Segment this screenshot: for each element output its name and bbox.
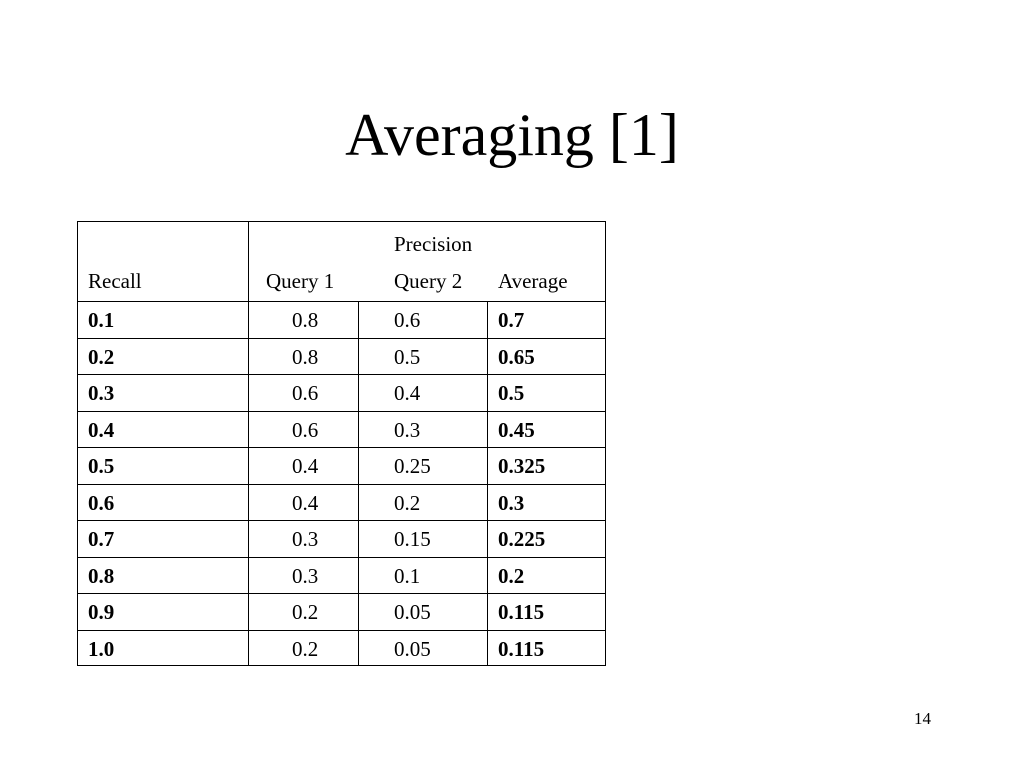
query-1-cell: 0.2 <box>292 637 319 661</box>
column-divider-recall <box>248 222 249 665</box>
query-2-cell: 0.6 <box>394 308 421 332</box>
row-divider <box>78 338 605 339</box>
header-query-2: Query 2 <box>394 269 463 293</box>
average-cell: 0.115 <box>498 600 545 624</box>
query-2-cell: 0.3 <box>394 418 421 442</box>
recall-cell: 1.0 <box>88 637 115 661</box>
precision-table: Precision Recall Query 1 Query 2 Average… <box>77 221 606 666</box>
average-cell: 0.7 <box>498 308 525 332</box>
average-cell: 0.325 <box>498 454 546 478</box>
query-1-cell: 0.6 <box>292 381 319 405</box>
recall-cell: 0.5 <box>88 454 115 478</box>
row-divider <box>78 411 605 412</box>
page-number: 14 <box>914 709 931 728</box>
recall-cell: 0.7 <box>88 527 115 551</box>
query-2-cell: 0.4 <box>394 381 421 405</box>
average-cell: 0.45 <box>498 418 535 442</box>
header-query-1: Query 1 <box>266 269 335 293</box>
query-2-cell: 0.15 <box>394 527 431 551</box>
query-1-cell: 0.8 <box>292 345 319 369</box>
query-1-cell: 0.3 <box>292 564 319 588</box>
query-2-cell: 0.25 <box>394 454 431 478</box>
recall-cell: 0.4 <box>88 418 115 442</box>
query-2-cell: 0.1 <box>394 564 421 588</box>
query-2-cell: 0.05 <box>394 637 431 661</box>
precision-group-header: Precision <box>394 232 473 256</box>
column-divider-query1 <box>358 301 359 665</box>
row-divider <box>78 301 605 302</box>
query-1-cell: 0.2 <box>292 600 319 624</box>
query-1-cell: 0.3 <box>292 527 319 551</box>
recall-cell: 0.6 <box>88 491 115 515</box>
row-divider <box>78 557 605 558</box>
row-divider <box>78 593 605 594</box>
recall-cell: 0.9 <box>88 600 115 624</box>
row-divider <box>78 484 605 485</box>
header-average: Average <box>498 269 568 293</box>
average-cell: 0.3 <box>498 491 525 515</box>
recall-cell: 0.3 <box>88 381 115 405</box>
average-cell: 0.65 <box>498 345 535 369</box>
average-cell: 0.5 <box>498 381 525 405</box>
header-recall: Recall <box>88 269 142 293</box>
query-1-cell: 0.4 <box>292 454 319 478</box>
column-divider-query2 <box>487 301 488 665</box>
row-divider <box>78 447 605 448</box>
query-1-cell: 0.4 <box>292 491 319 515</box>
query-1-cell: 0.8 <box>292 308 319 332</box>
average-cell: 0.2 <box>498 564 525 588</box>
average-cell: 0.115 <box>498 637 545 661</box>
row-divider <box>78 374 605 375</box>
recall-cell: 0.1 <box>88 308 115 332</box>
row-divider <box>78 520 605 521</box>
query-1-cell: 0.6 <box>292 418 319 442</box>
recall-cell: 0.8 <box>88 564 115 588</box>
query-2-cell: 0.05 <box>394 600 431 624</box>
average-cell: 0.225 <box>498 527 546 551</box>
recall-cell: 0.2 <box>88 345 115 369</box>
row-divider <box>78 630 605 631</box>
slide-title: Averaging [1] <box>345 102 679 168</box>
query-2-cell: 0.2 <box>394 491 421 515</box>
query-2-cell: 0.5 <box>394 345 421 369</box>
